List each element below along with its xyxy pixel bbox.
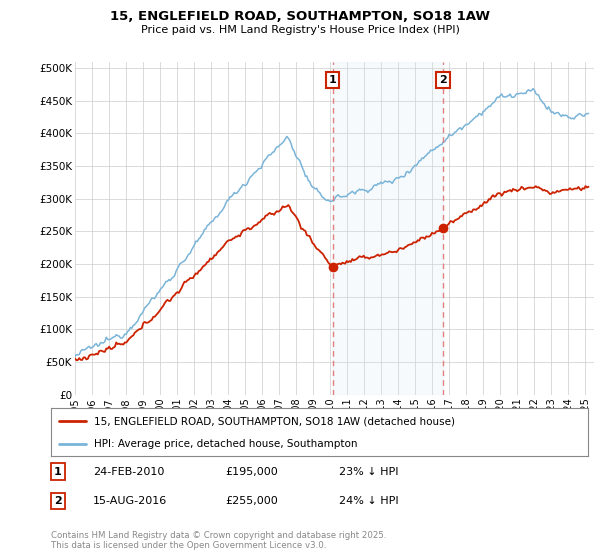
Text: 23% ↓ HPI: 23% ↓ HPI xyxy=(339,466,398,477)
Bar xyxy=(333,62,443,395)
Text: £195,000: £195,000 xyxy=(225,466,278,477)
Text: 2: 2 xyxy=(54,496,62,506)
Text: 15-AUG-2016: 15-AUG-2016 xyxy=(93,496,167,506)
Text: 1: 1 xyxy=(54,466,62,477)
Text: Contains HM Land Registry data © Crown copyright and database right 2025.
This d: Contains HM Land Registry data © Crown c… xyxy=(51,531,386,550)
Text: 15, ENGLEFIELD ROAD, SOUTHAMPTON, SO18 1AW (detached house): 15, ENGLEFIELD ROAD, SOUTHAMPTON, SO18 1… xyxy=(94,416,455,426)
Text: Price paid vs. HM Land Registry's House Price Index (HPI): Price paid vs. HM Land Registry's House … xyxy=(140,25,460,35)
Text: HPI: Average price, detached house, Southampton: HPI: Average price, detached house, Sout… xyxy=(94,439,358,449)
Text: 24% ↓ HPI: 24% ↓ HPI xyxy=(339,496,398,506)
Text: 2: 2 xyxy=(439,75,447,85)
Text: 15, ENGLEFIELD ROAD, SOUTHAMPTON, SO18 1AW: 15, ENGLEFIELD ROAD, SOUTHAMPTON, SO18 1… xyxy=(110,10,490,23)
Text: 1: 1 xyxy=(329,75,337,85)
Text: £255,000: £255,000 xyxy=(225,496,278,506)
Text: 24-FEB-2010: 24-FEB-2010 xyxy=(93,466,164,477)
